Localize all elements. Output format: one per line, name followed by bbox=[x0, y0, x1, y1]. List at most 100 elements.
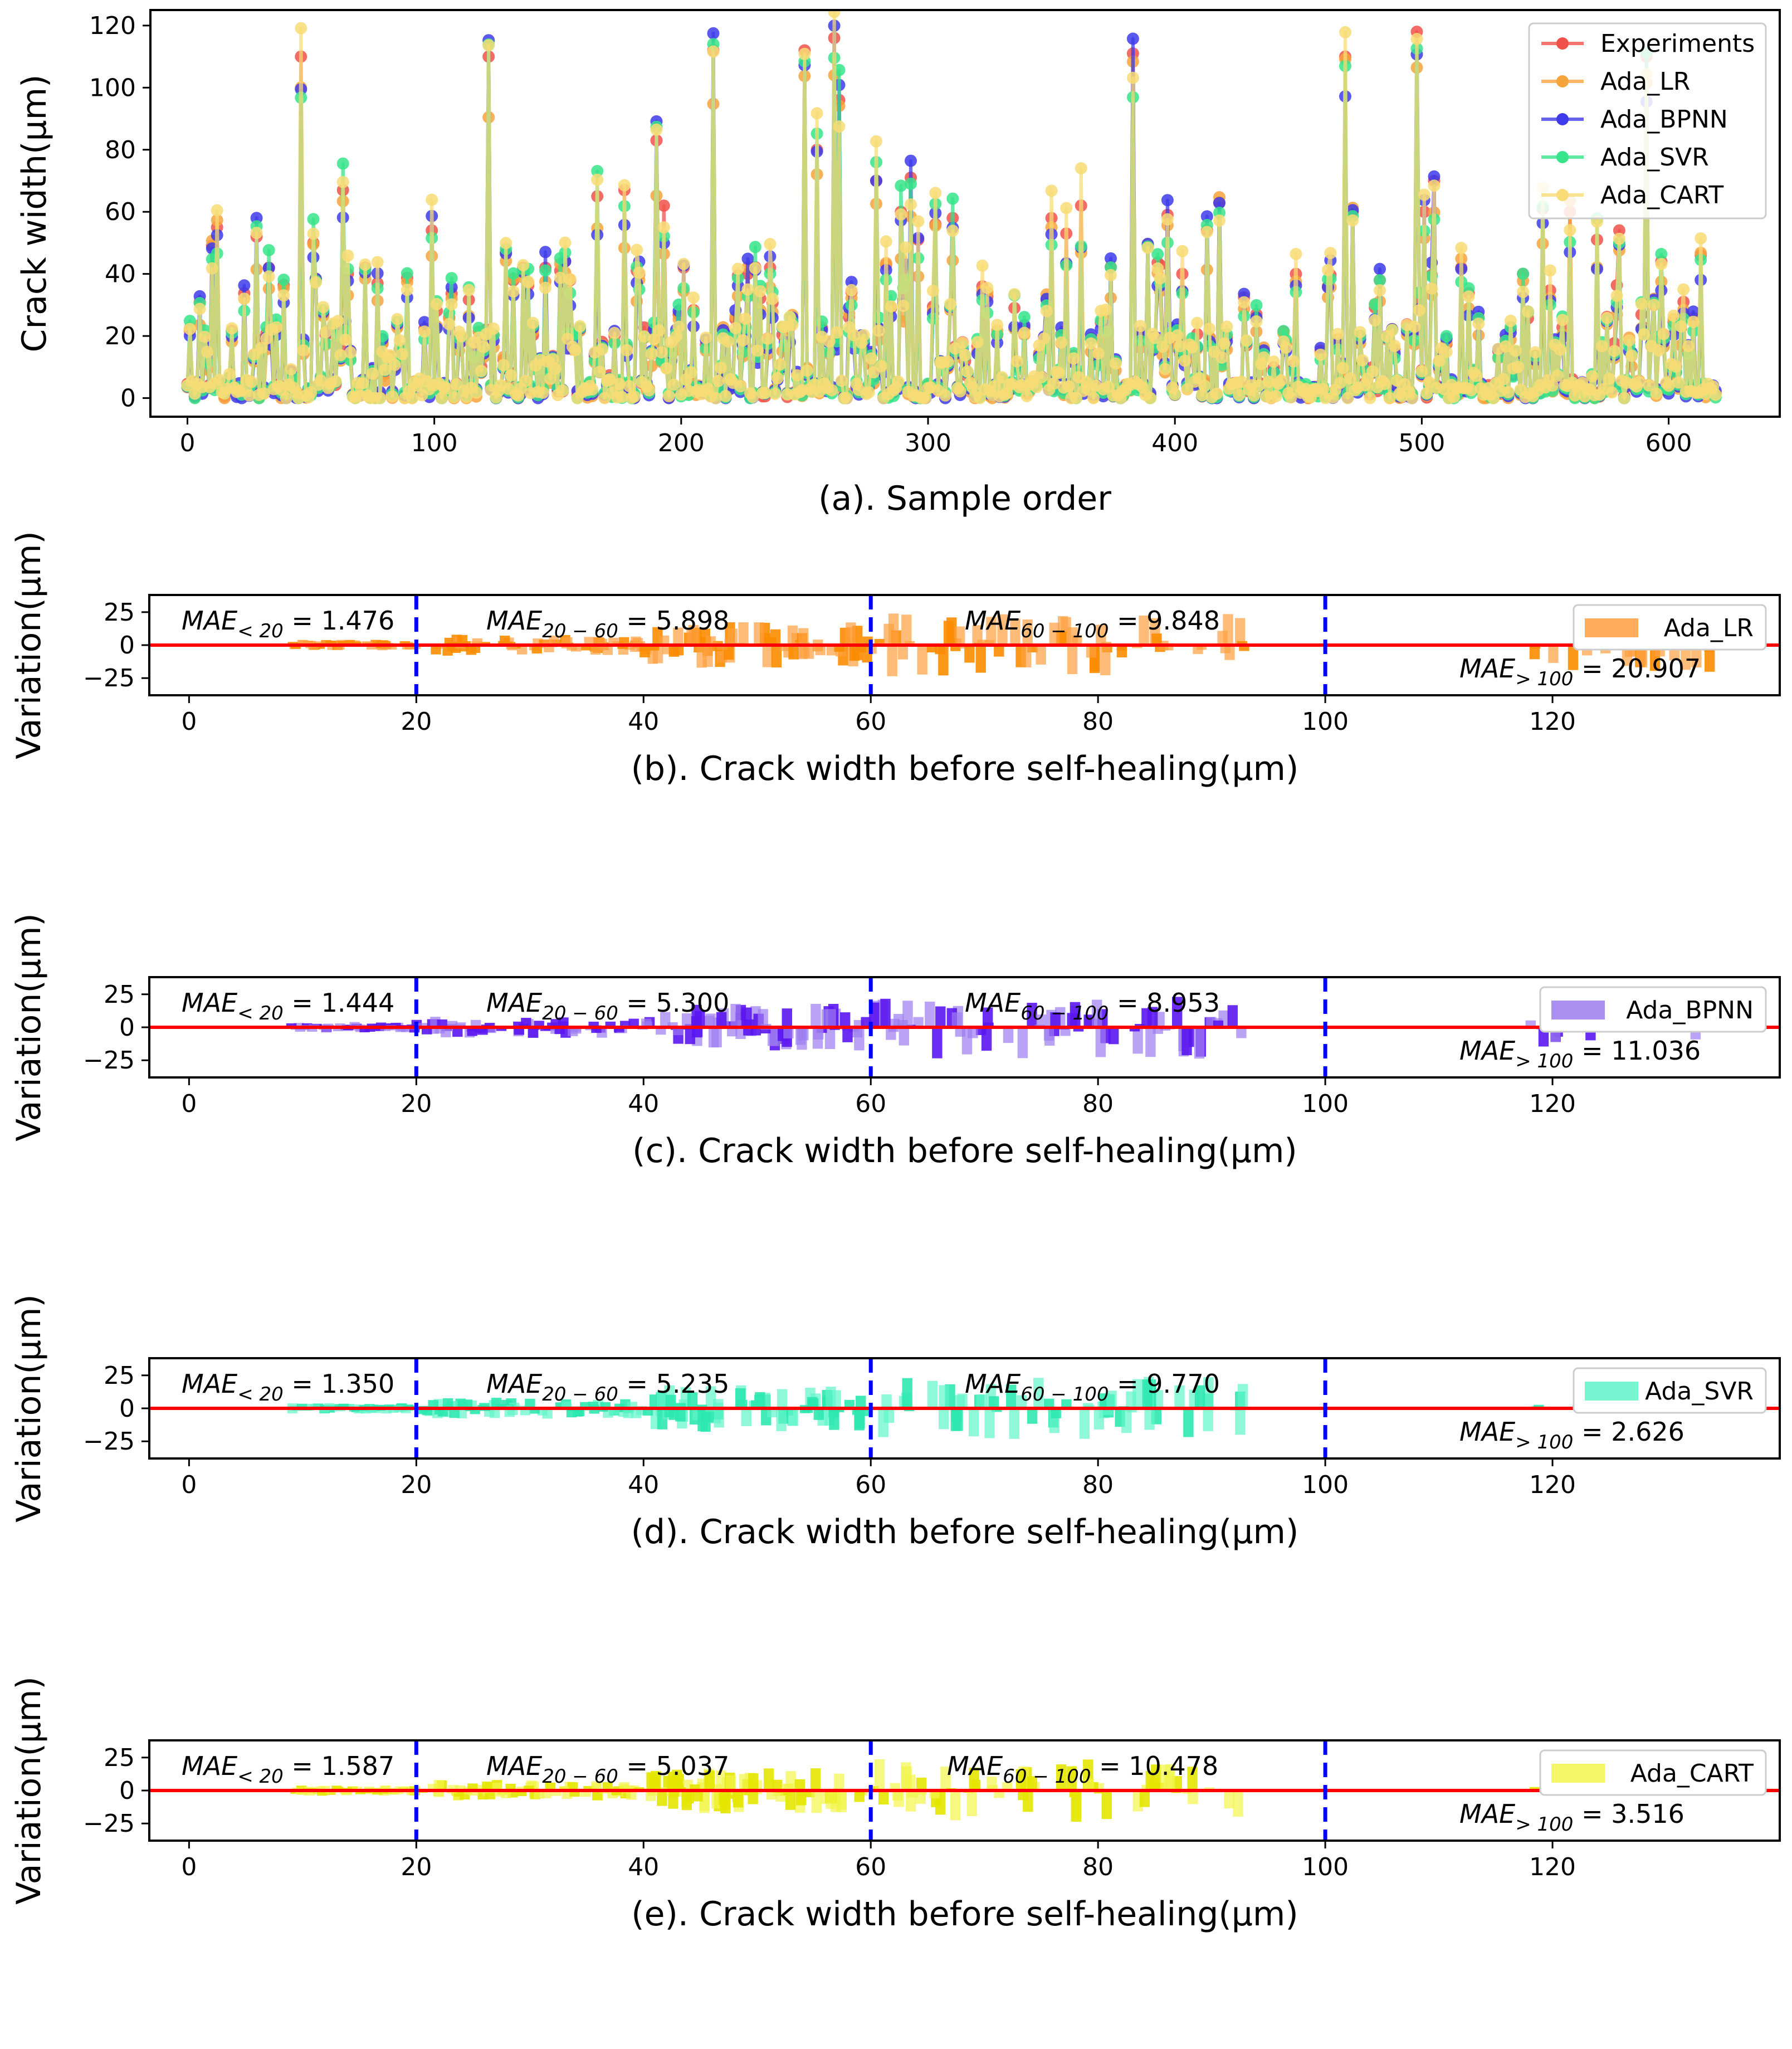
x-tick-label: 60 bbox=[855, 1471, 886, 1499]
data-point bbox=[1356, 354, 1369, 367]
variation-bar bbox=[888, 613, 899, 645]
y-tick-label: 0 bbox=[119, 1394, 135, 1423]
legend-swatch-marker bbox=[1556, 37, 1569, 50]
data-point bbox=[1605, 386, 1618, 399]
data-point bbox=[1331, 328, 1344, 340]
data-point bbox=[1213, 214, 1225, 227]
data-point bbox=[193, 303, 206, 315]
data-point bbox=[900, 241, 912, 254]
variation-bar bbox=[878, 1791, 889, 1805]
data-point bbox=[650, 123, 663, 136]
series-points-ada-cart bbox=[181, 10, 1722, 404]
variation-bar bbox=[893, 1791, 904, 1807]
x-tick-label: 0 bbox=[179, 429, 195, 457]
mae-value: = 10.478 bbox=[1091, 1751, 1219, 1781]
data-point bbox=[941, 355, 954, 368]
data-point bbox=[505, 369, 517, 382]
variation-bar bbox=[1095, 1027, 1106, 1057]
y-tick-label: −25 bbox=[83, 1809, 135, 1838]
x-tick-label: 100 bbox=[1302, 1090, 1349, 1118]
data-point bbox=[331, 315, 344, 328]
variation-bar bbox=[874, 1759, 885, 1791]
mae-subscript: 60 − 100 bbox=[1020, 1383, 1109, 1406]
data-point bbox=[586, 383, 599, 396]
data-point bbox=[1378, 378, 1391, 391]
data-point bbox=[774, 358, 787, 371]
x-tick-label: 100 bbox=[1302, 1471, 1349, 1499]
data-point bbox=[1623, 334, 1635, 347]
data-point bbox=[1608, 345, 1621, 357]
data-point bbox=[897, 299, 910, 312]
x-tick-label: 60 bbox=[855, 708, 886, 736]
mae-value: = 1.444 bbox=[284, 988, 394, 1018]
variation-bar bbox=[788, 645, 799, 660]
data-point bbox=[786, 319, 799, 331]
legend-label: Ada_SVR bbox=[1645, 1377, 1754, 1406]
data-point bbox=[339, 333, 352, 346]
mae-symbol: MAE bbox=[947, 1751, 1003, 1781]
panel-e-legend: Ada_CART bbox=[1539, 1749, 1767, 1796]
data-point bbox=[1667, 309, 1680, 322]
data-point bbox=[766, 292, 779, 305]
mae-annotation: MAE> 100 = 11.036 bbox=[1459, 1036, 1701, 1072]
mae-subscript: 60 − 100 bbox=[1020, 1002, 1109, 1024]
data-point bbox=[1203, 323, 1216, 335]
variation-bar bbox=[856, 1396, 866, 1408]
data-point bbox=[810, 107, 823, 120]
data-point bbox=[892, 375, 905, 388]
variation-bar bbox=[720, 1791, 730, 1811]
variation-bar bbox=[1021, 645, 1032, 667]
x-tick-label: 40 bbox=[628, 1853, 659, 1881]
data-point bbox=[736, 334, 749, 347]
data-point bbox=[546, 353, 559, 365]
data-point bbox=[1346, 214, 1359, 227]
data-point bbox=[840, 392, 853, 404]
data-point bbox=[1134, 320, 1147, 333]
data-point bbox=[1428, 179, 1441, 192]
data-point bbox=[317, 301, 330, 314]
data-point bbox=[549, 363, 561, 375]
data-point bbox=[280, 392, 292, 404]
data-point bbox=[885, 300, 897, 313]
data-point bbox=[905, 177, 917, 190]
data-point bbox=[1635, 297, 1648, 310]
variation-bar bbox=[1144, 1408, 1155, 1430]
variation-bar bbox=[696, 645, 707, 668]
data-point bbox=[406, 392, 418, 404]
data-point bbox=[426, 193, 438, 206]
mae-subscript: < 20 bbox=[237, 1002, 284, 1024]
mae-value: = 1.476 bbox=[284, 606, 394, 636]
data-point bbox=[391, 313, 404, 325]
data-point bbox=[1512, 360, 1525, 373]
data-point bbox=[1126, 32, 1139, 45]
x-tick-label: 60 bbox=[855, 1090, 886, 1118]
data-point bbox=[336, 175, 349, 188]
data-point bbox=[1018, 311, 1031, 324]
variation-bar bbox=[826, 1009, 836, 1027]
variation-bar bbox=[1235, 1408, 1246, 1435]
panel-a-ylabel: Crack width(μm) bbox=[15, 75, 54, 353]
variation-bar bbox=[1067, 645, 1078, 675]
data-point bbox=[741, 252, 754, 265]
data-point bbox=[307, 227, 320, 240]
data-point bbox=[1497, 373, 1510, 386]
mae-value: = 11.036 bbox=[1573, 1036, 1701, 1066]
data-point bbox=[1655, 248, 1668, 260]
data-point bbox=[591, 173, 604, 186]
data-point bbox=[1218, 337, 1231, 350]
data-point bbox=[1509, 344, 1522, 357]
data-point bbox=[653, 324, 665, 337]
data-point bbox=[1267, 355, 1280, 368]
data-point bbox=[657, 199, 670, 212]
data-point bbox=[1364, 392, 1376, 404]
data-point bbox=[734, 380, 747, 393]
data-point bbox=[1287, 355, 1300, 368]
variation-bar bbox=[951, 1012, 963, 1027]
data-point bbox=[1586, 370, 1599, 383]
variation-bar bbox=[826, 1791, 836, 1809]
data-point bbox=[764, 238, 777, 251]
data-point bbox=[1613, 232, 1625, 245]
mae-symbol: MAE bbox=[182, 1751, 237, 1781]
